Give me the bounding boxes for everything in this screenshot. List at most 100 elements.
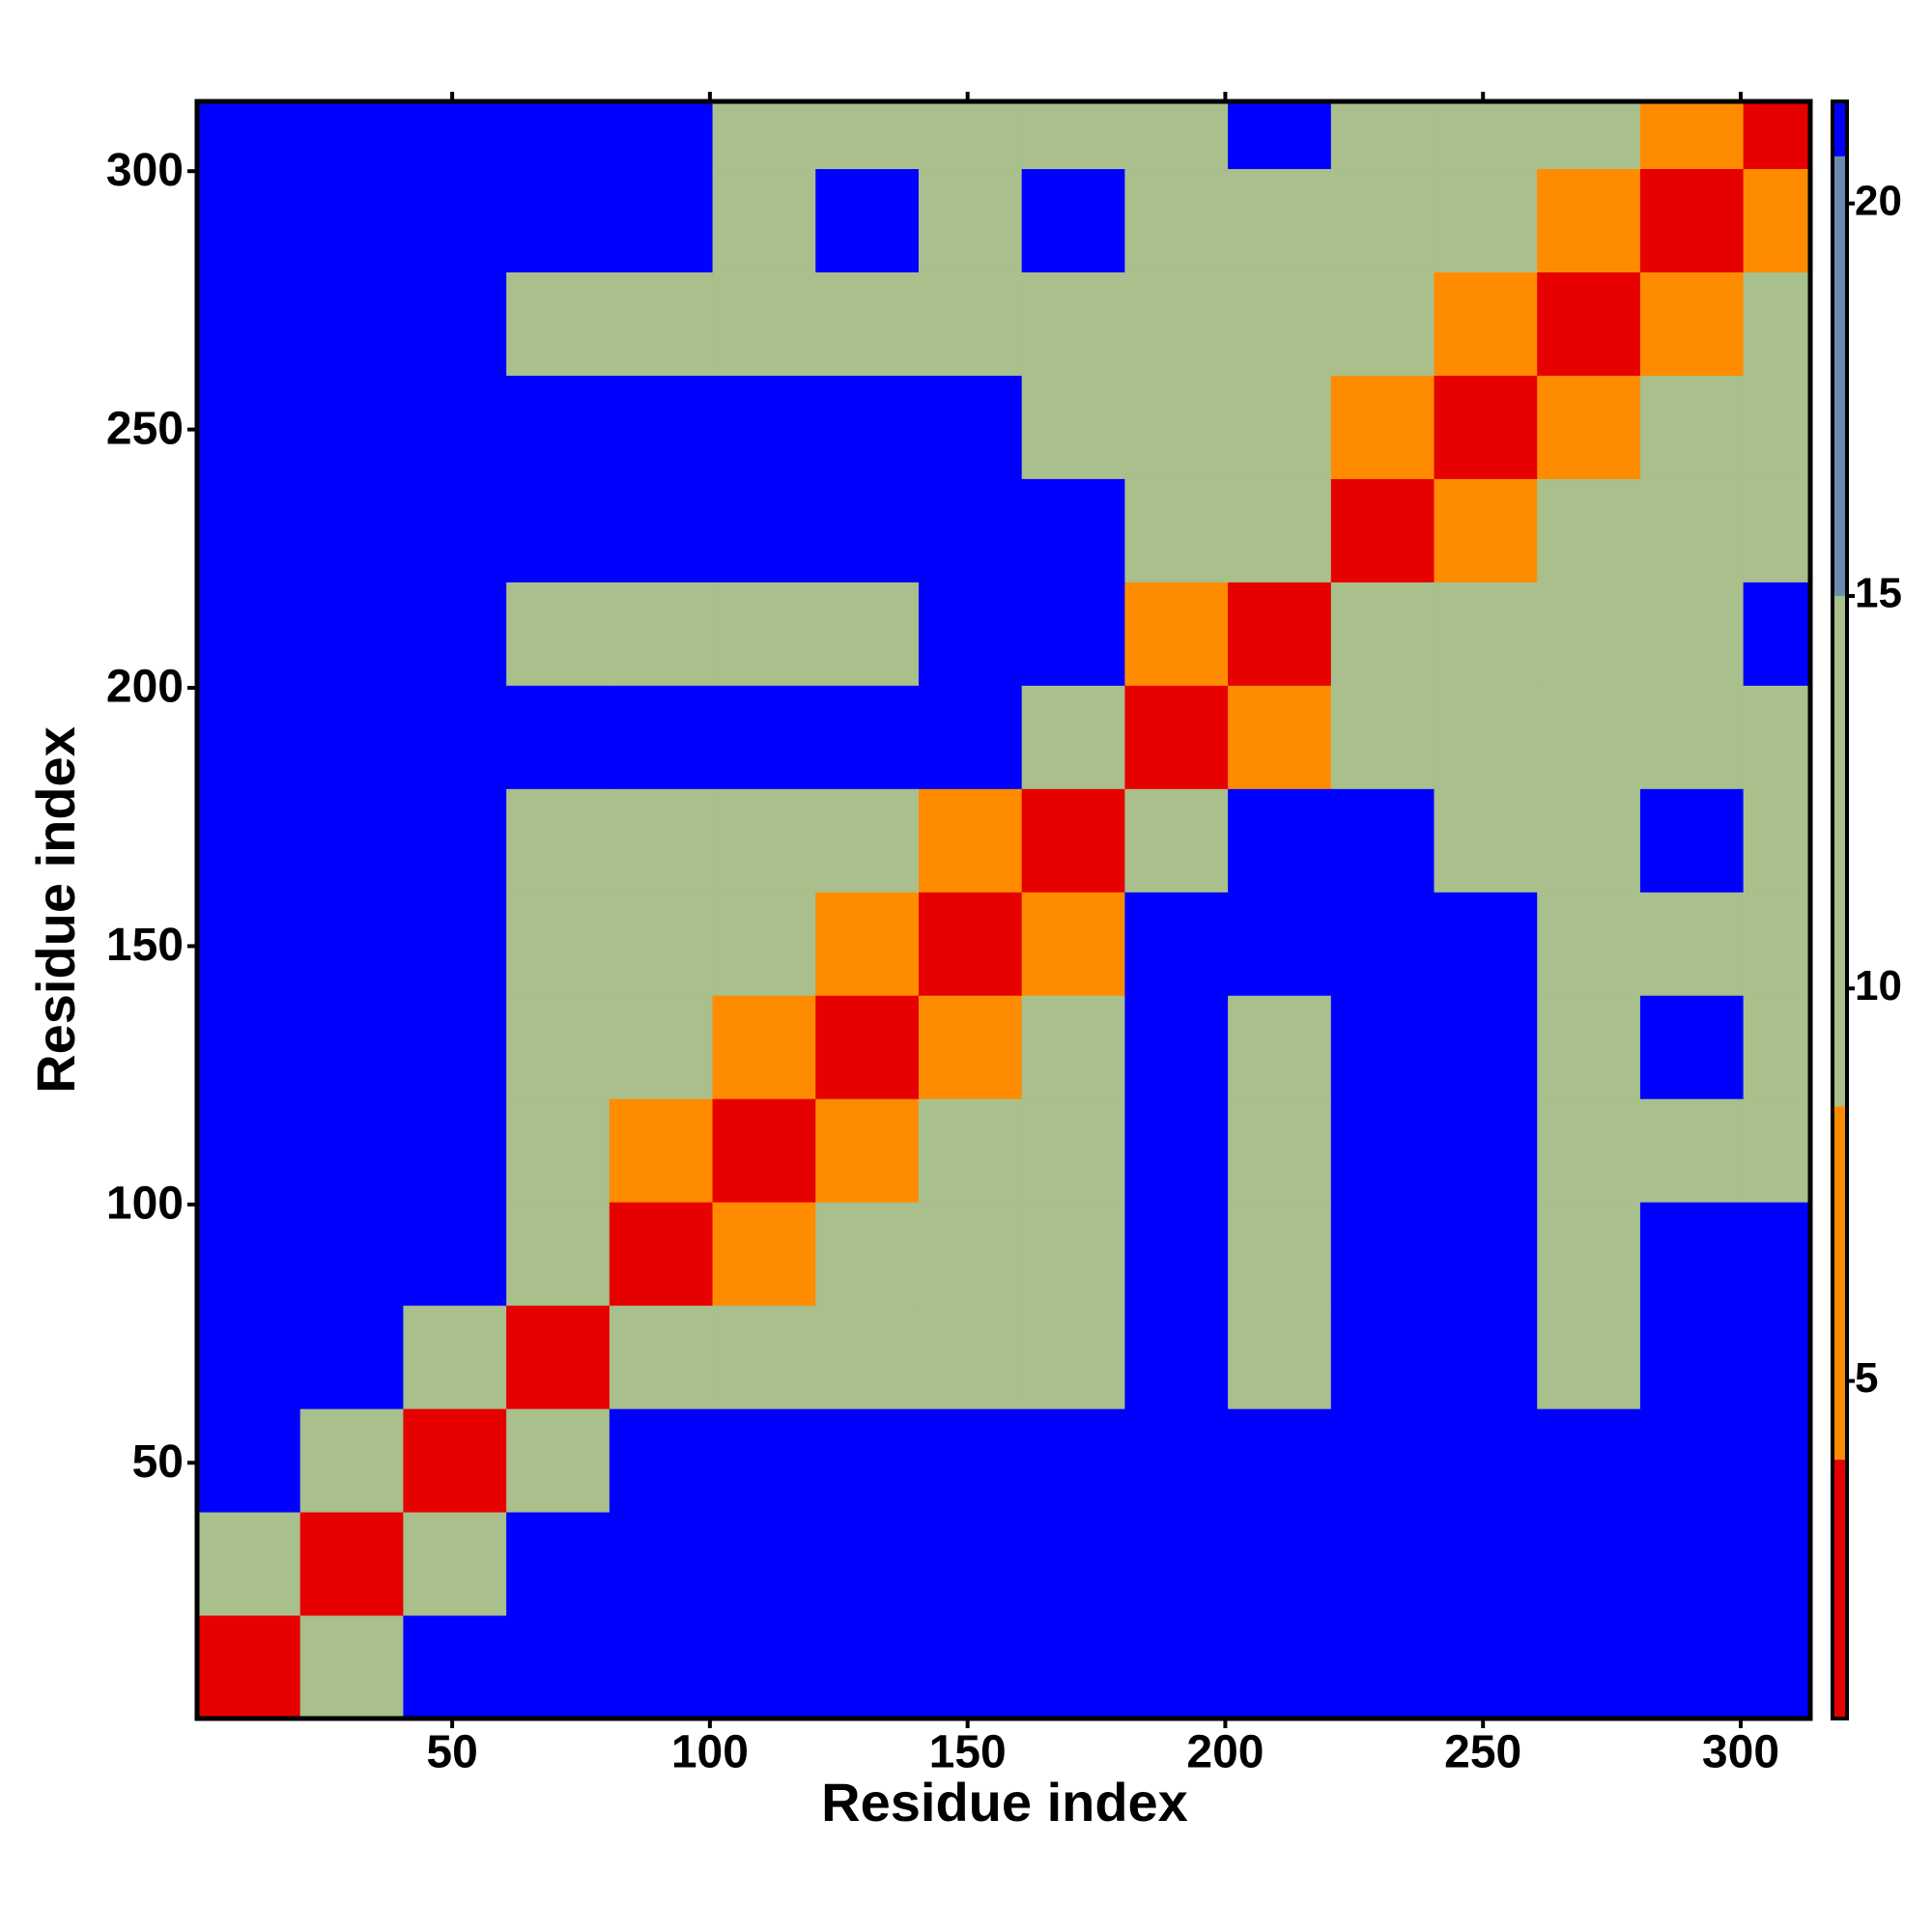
heatmap-cell (197, 892, 301, 996)
heatmap-cell (1639, 1408, 1745, 1513)
heatmap-cell (1537, 995, 1641, 1099)
heatmap-cell (403, 995, 507, 1099)
heatmap-cell (197, 995, 301, 1099)
heatmap-cell (1743, 271, 1811, 376)
heatmap-cell (1434, 271, 1538, 376)
heatmap-cell (1228, 892, 1332, 996)
heatmap-cell (815, 168, 920, 272)
heatmap-cell (299, 1305, 404, 1409)
heatmap-cell (1639, 1202, 1745, 1306)
heatmap-cell (299, 375, 404, 479)
heatmap-cell (1021, 1098, 1125, 1203)
heatmap-cell (403, 101, 507, 170)
heatmap-cell (1743, 1408, 1811, 1513)
y-tick-label: 100 (106, 1179, 184, 1230)
heatmap-cell (1537, 1305, 1641, 1409)
heatmap-cell (1537, 478, 1641, 582)
heatmap-cell (1434, 1615, 1538, 1719)
heatmap-cell (506, 582, 611, 686)
heatmap-cell (1537, 582, 1641, 686)
heatmap-cell (1124, 1408, 1229, 1513)
heatmap-cell (1639, 168, 1745, 272)
heatmap-cell (506, 478, 611, 582)
heatmap-cell (609, 582, 714, 686)
heatmap-cell (1330, 1305, 1435, 1409)
heatmap-cell (197, 478, 301, 582)
heatmap-cell (918, 788, 1023, 893)
heatmap-cell (1743, 892, 1811, 996)
heatmap-cell (403, 1305, 507, 1409)
heatmap-cell (815, 582, 920, 686)
heatmap-cell (1639, 685, 1745, 789)
heatmap-cell (1743, 1098, 1811, 1203)
heatmap-cell (403, 1512, 507, 1616)
heatmap-cell (1639, 995, 1745, 1099)
heatmap-cell (609, 892, 714, 996)
heatmap-cell (609, 168, 714, 272)
heatmap-cell (815, 788, 920, 893)
heatmap-cell (197, 1408, 301, 1513)
heatmap-cell (1330, 788, 1435, 893)
heatmap-cell (1021, 582, 1125, 686)
heatmap-cell (918, 478, 1023, 582)
heatmap-cell (299, 478, 404, 582)
heatmap-cell (1434, 1202, 1538, 1306)
heatmap-cell (1021, 168, 1125, 272)
heatmap-cell (1434, 1408, 1538, 1513)
heatmap-cell (299, 271, 404, 376)
heatmap-cell (712, 685, 816, 789)
colorbar-segment (1833, 156, 1847, 596)
heatmap-cell (403, 168, 507, 272)
heatmap-cell (506, 1512, 611, 1616)
heatmap-cell (1124, 1098, 1229, 1203)
x-tick-label: 50 (426, 1727, 477, 1778)
heatmap-cell (609, 478, 714, 582)
heatmap-cell (1743, 375, 1811, 479)
heatmap-cell (1124, 1305, 1229, 1409)
heatmap-cell (815, 1305, 920, 1409)
heatmap-cell (815, 375, 920, 479)
heatmap-cell (1330, 168, 1435, 272)
heatmap-cell (918, 892, 1023, 996)
heatmap-cell (1330, 478, 1435, 582)
heatmap-cell (918, 168, 1023, 272)
heatmap-cell (1228, 478, 1332, 582)
heatmap-cell (299, 788, 404, 893)
heatmap-cell (712, 1512, 816, 1616)
heatmap-cell (1537, 1098, 1641, 1203)
heatmap-cell (197, 1615, 301, 1719)
heatmap-cell (506, 1305, 611, 1409)
heatmap-cell (1639, 271, 1745, 376)
heatmap-cell (1434, 685, 1538, 789)
heatmap-cell (1639, 375, 1745, 479)
heatmap-cell (1330, 1098, 1435, 1203)
heatmap-cell (609, 1512, 714, 1616)
heatmap-cell (403, 1408, 507, 1513)
heatmap-cell (403, 582, 507, 686)
heatmap-cell (1330, 1615, 1435, 1719)
heatmap-cell (712, 1408, 816, 1513)
heatmap-cell (506, 1408, 611, 1513)
y-tick-label: 250 (106, 403, 184, 454)
heatmap-cell (1639, 1305, 1745, 1409)
heatmap-cell (712, 101, 816, 170)
heatmap-cell (506, 375, 611, 479)
heatmap-cell (1330, 1512, 1435, 1616)
heatmap-cell (815, 271, 920, 376)
heatmap-cell (712, 788, 816, 893)
heatmap-cell (712, 1098, 816, 1203)
heatmap-cell (1330, 892, 1435, 996)
heatmap-cell (299, 1512, 404, 1616)
heatmap-cell (609, 1098, 714, 1203)
heatmap-cell (403, 1615, 507, 1719)
heatmap-cell (1228, 1408, 1332, 1513)
heatmap-cell (1228, 995, 1332, 1099)
heatmap-cell (712, 582, 816, 686)
heatmap-cell (712, 1305, 816, 1409)
heatmap-cell (918, 1615, 1023, 1719)
heatmap-cell (1021, 1202, 1125, 1306)
heatmap-cell (712, 1202, 816, 1306)
heatmap-cell (506, 685, 611, 789)
heatmap-cell (609, 1615, 714, 1719)
